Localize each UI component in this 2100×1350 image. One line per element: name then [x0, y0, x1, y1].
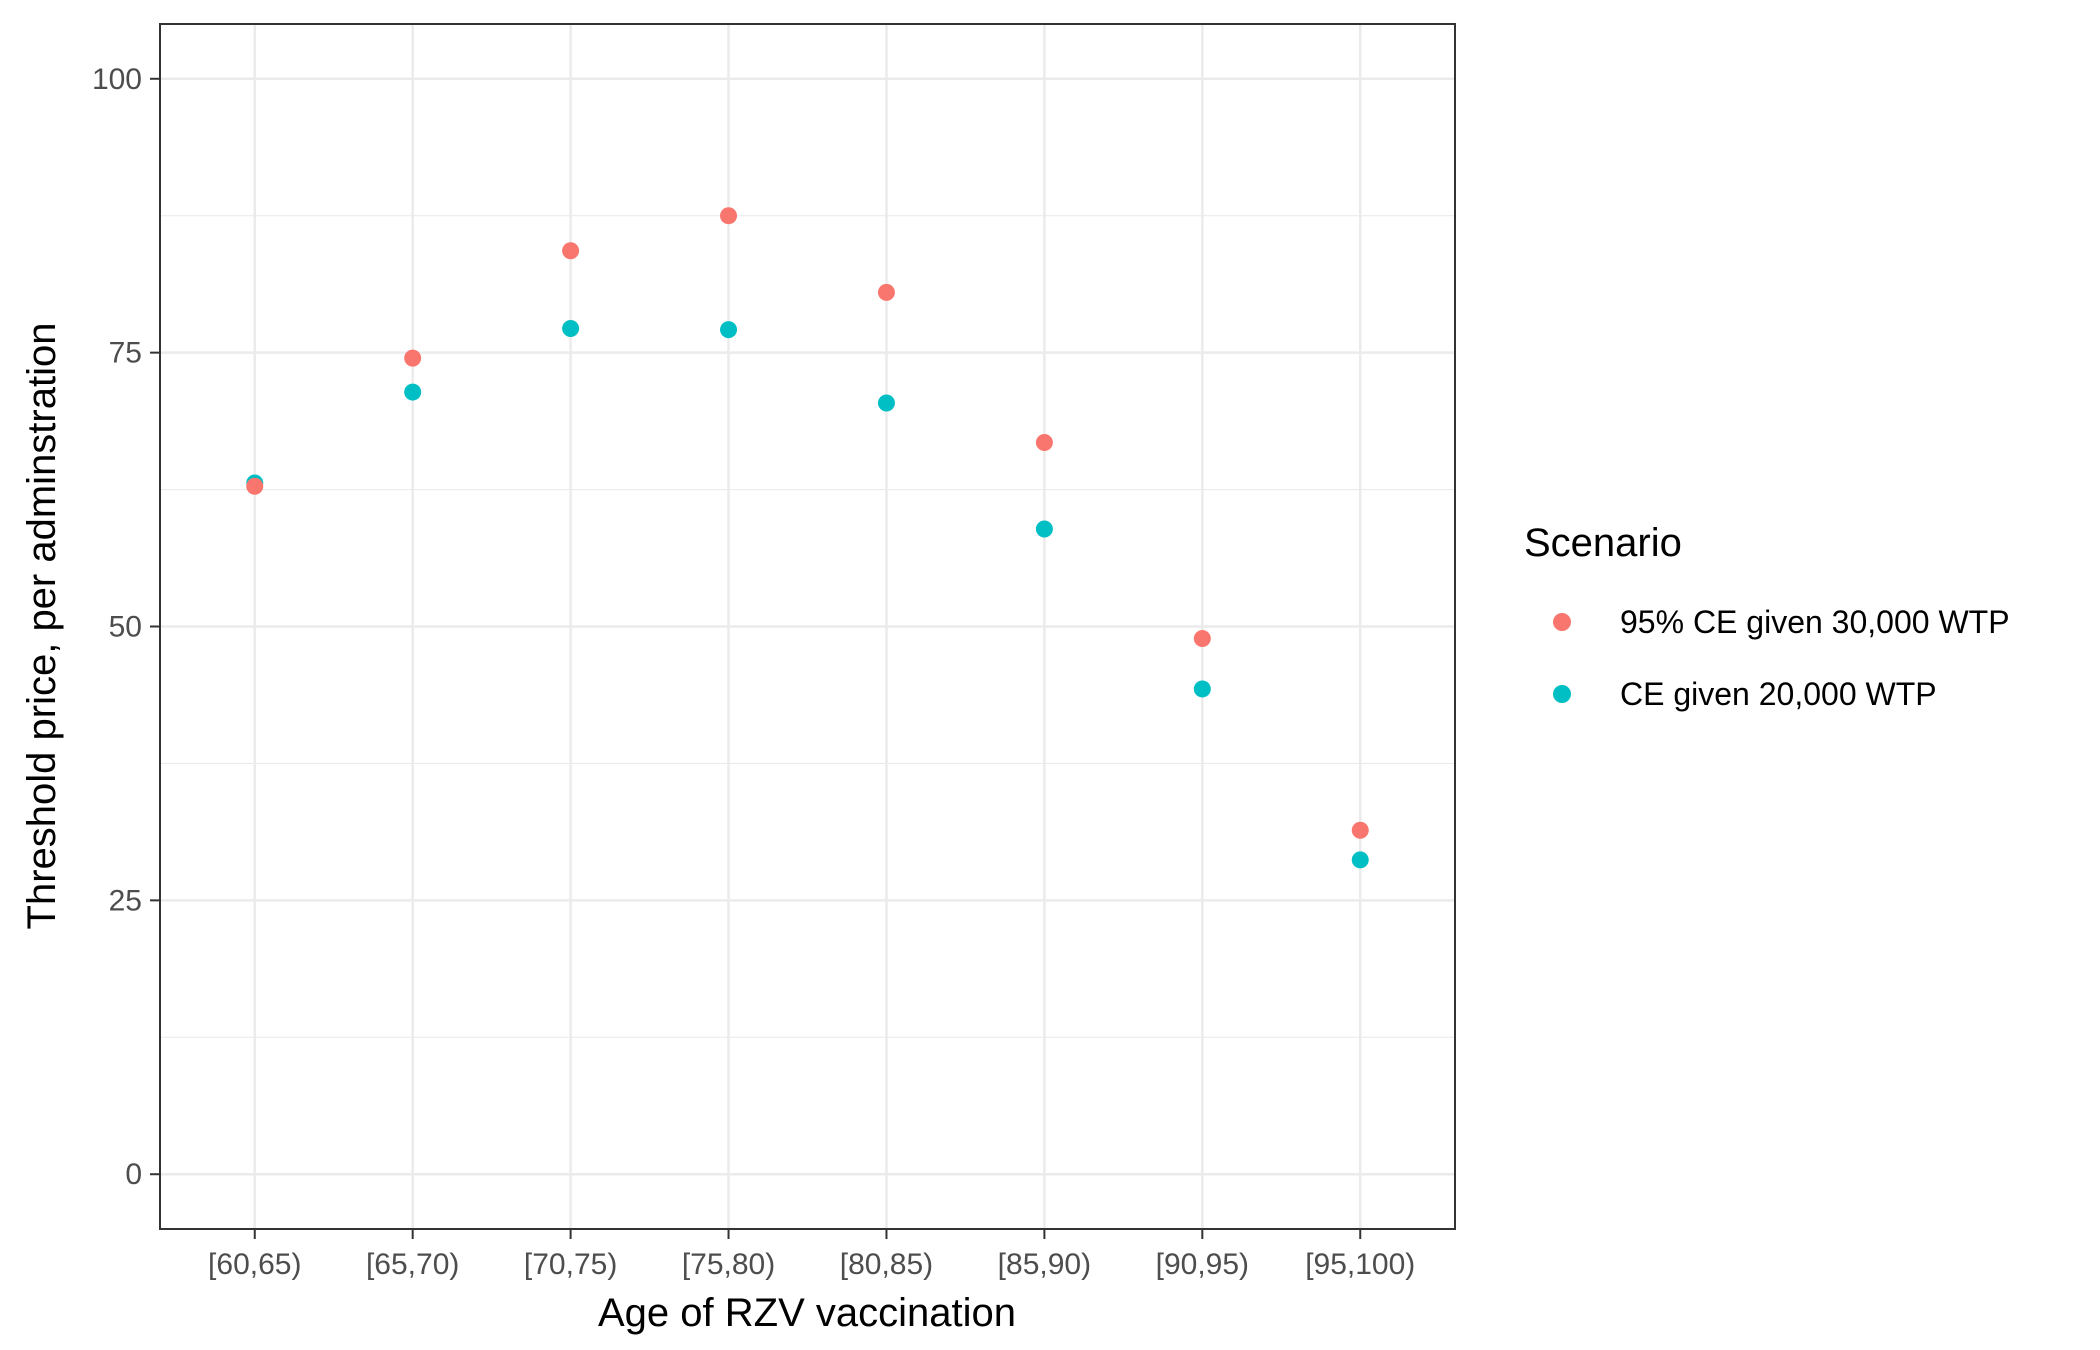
data-point	[877, 283, 895, 301]
data-point	[246, 477, 264, 495]
y-tick-label: 0	[125, 1158, 142, 1191]
major-gridlines	[160, 24, 1455, 1229]
data-point	[720, 207, 738, 225]
legend-label: CE given 20,000 WTP	[1620, 676, 1937, 712]
x-tick-label: [90,95)	[1156, 1248, 1249, 1281]
legend-label: 95% CE given 30,000 WTP	[1620, 604, 2010, 640]
legend-key	[1553, 685, 1571, 703]
x-tick-label: [80,85)	[840, 1248, 933, 1281]
x-tick-label: [75,80)	[682, 1248, 775, 1281]
y-tick-label: 50	[109, 611, 142, 644]
legend: Scenario 95% CE given 30,000 WTP CE given…	[1524, 521, 2010, 712]
y-tick-label: 100	[92, 63, 142, 96]
data-point	[877, 394, 895, 412]
data-point	[1035, 520, 1053, 538]
x-tick-label: [60,65)	[208, 1248, 301, 1281]
legend-key	[1553, 613, 1571, 631]
data-point	[1035, 433, 1053, 451]
minor-gridlines	[160, 215, 1455, 1038]
legend-items: 95% CE given 30,000 WTP CE given 20,000 W…	[1553, 604, 2010, 712]
x-tick-label: [95,100)	[1305, 1248, 1415, 1281]
x-axis: [60,65) [65,70) [70,75) [75,80) [80,85) [85,9…	[208, 1229, 1415, 1281]
data-point	[404, 349, 422, 367]
data-point	[1351, 851, 1369, 869]
y-tick-label: 75	[109, 337, 142, 370]
data-point	[562, 320, 580, 338]
data-points	[246, 207, 1369, 869]
y-axis: 0 25 50 75 100	[92, 63, 160, 1191]
legend-title: Scenario	[1524, 521, 1682, 565]
x-axis-title: Age of RZV vaccination	[598, 1291, 1016, 1335]
data-point	[1351, 821, 1369, 839]
data-point	[1193, 630, 1211, 648]
data-point	[720, 321, 738, 339]
y-tick-label: 25	[109, 884, 142, 917]
y-axis-title: Threshold price, per adminstration	[20, 323, 64, 930]
x-tick-label: [85,90)	[998, 1248, 1091, 1281]
x-tick-label: [65,70)	[366, 1248, 459, 1281]
data-point	[562, 242, 580, 260]
data-point	[1193, 680, 1211, 698]
x-tick-label: [70,75)	[524, 1248, 617, 1281]
data-point	[404, 383, 422, 401]
